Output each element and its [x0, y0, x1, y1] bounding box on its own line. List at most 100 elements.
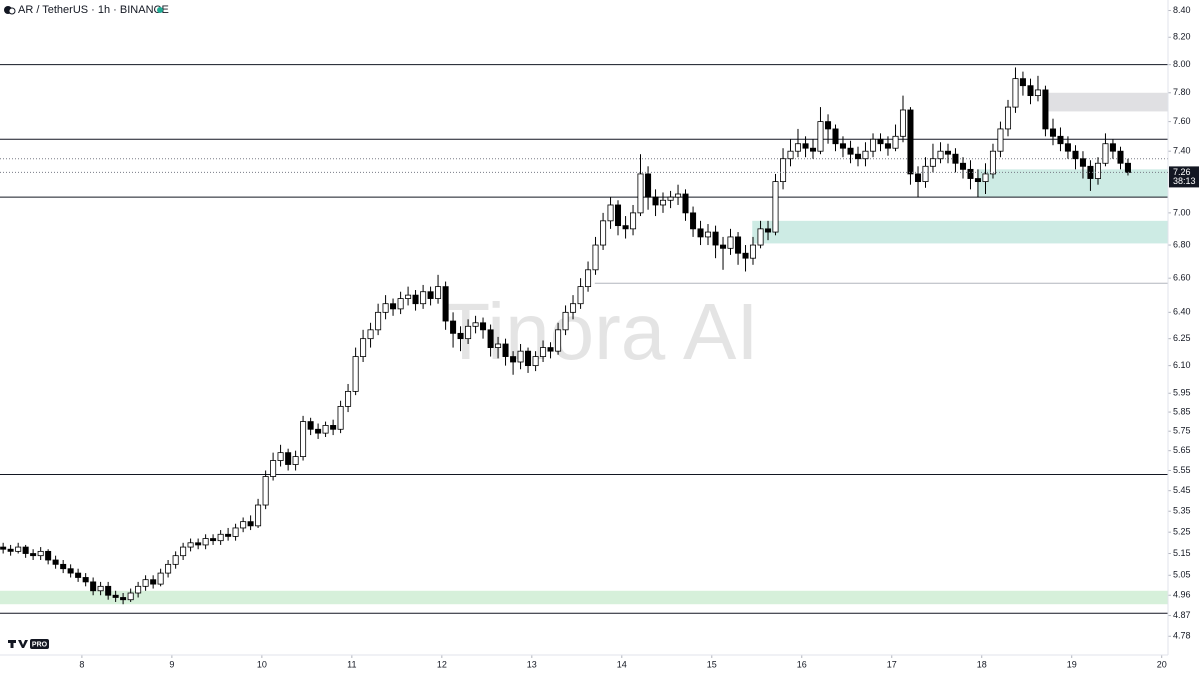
candle-body	[330, 425, 337, 430]
candle-body	[1102, 143, 1109, 164]
candle	[622, 216, 629, 239]
candle	[240, 517, 247, 533]
candle-body	[480, 322, 487, 331]
candle-body	[120, 597, 127, 601]
candle	[157, 568, 164, 587]
candle	[645, 166, 652, 210]
candle-body	[30, 553, 37, 557]
candle	[682, 189, 689, 221]
candle	[1109, 139, 1116, 159]
candle-body	[127, 592, 134, 601]
candle-body	[465, 325, 472, 340]
candle-body	[247, 521, 254, 527]
candle-body	[1019, 78, 1026, 87]
candle-body	[345, 390, 352, 407]
candle-body	[592, 244, 599, 271]
last-price-label: 7.26	[1173, 167, 1191, 177]
zone	[977, 169, 1168, 198]
candle-body	[989, 150, 996, 175]
candle-body	[442, 286, 449, 322]
candle-body	[847, 147, 854, 155]
candle-body	[225, 533, 232, 537]
chart-title: AR / TetherUS · 1h · BINANCE	[18, 4, 169, 16]
candle-body	[75, 572, 82, 578]
candle	[412, 290, 419, 311]
candle-body	[292, 456, 299, 465]
candle-body	[1012, 78, 1019, 108]
candle-body	[562, 311, 569, 331]
y-tick-label: 6.80	[1173, 239, 1191, 249]
candle-body	[765, 228, 772, 233]
candle	[232, 523, 239, 541]
candle-body	[210, 538, 217, 542]
candle	[1117, 146, 1124, 170]
candle-body	[892, 135, 899, 149]
candle-body	[870, 138, 877, 152]
candle	[525, 347, 532, 373]
candle-body	[217, 533, 224, 542]
candle	[772, 173, 779, 236]
candle-body	[67, 568, 74, 574]
candle-body	[232, 527, 239, 537]
candle	[195, 538, 202, 550]
x-tick-label: 13	[527, 659, 537, 669]
y-tick-label: 5.75	[1173, 426, 1191, 436]
y-tick-label: 8.40	[1173, 5, 1191, 15]
candle	[1049, 118, 1057, 146]
y-tick-label: 4.96	[1173, 590, 1191, 600]
candle	[285, 448, 292, 471]
candle	[839, 136, 846, 158]
candle-body	[37, 550, 44, 557]
candle-body	[727, 236, 734, 249]
candle-body	[607, 204, 614, 222]
candle	[322, 421, 329, 438]
zone	[1046, 92, 1168, 112]
candle-body	[502, 343, 509, 357]
candle	[270, 452, 277, 481]
y-tick-label: 8.00	[1173, 59, 1191, 69]
candle	[802, 136, 809, 158]
candle	[60, 560, 67, 574]
candle-body	[157, 572, 164, 585]
candle	[30, 549, 37, 561]
candle-body	[697, 228, 704, 238]
x-tick-label: 20	[1157, 659, 1167, 669]
candle-body	[802, 143, 809, 149]
candle	[1064, 136, 1071, 159]
candle-body	[172, 555, 179, 565]
candle-body	[315, 428, 322, 434]
x-tick-label: 9	[169, 659, 174, 669]
candle	[952, 148, 959, 173]
candle	[1027, 78, 1034, 105]
candle	[105, 581, 112, 600]
candle-body	[1049, 128, 1057, 137]
candle-body	[749, 244, 757, 259]
candle	[135, 581, 142, 598]
candle-body	[1042, 89, 1049, 130]
candle	[600, 212, 607, 250]
candle-body	[1087, 165, 1094, 179]
candle	[922, 157, 929, 188]
candle-body	[187, 542, 194, 548]
candle	[390, 298, 397, 316]
candle-body	[757, 228, 764, 246]
candle	[397, 291, 404, 315]
candle	[15, 542, 22, 554]
candle	[592, 236, 599, 275]
candle	[307, 417, 314, 436]
candle-body	[60, 563, 67, 570]
candle-body	[899, 109, 907, 137]
candle-body	[854, 153, 862, 160]
candle-body	[839, 143, 846, 149]
candle-body	[525, 350, 532, 367]
candle-body	[420, 291, 427, 305]
x-tick-label: 17	[887, 659, 897, 669]
candle	[165, 560, 172, 578]
candle-body	[97, 585, 104, 592]
candle-body	[809, 147, 817, 152]
candle	[809, 139, 817, 159]
candle	[480, 317, 487, 339]
y-tick-label: 8.20	[1173, 32, 1191, 42]
candle-body	[45, 550, 52, 561]
candle	[45, 549, 52, 565]
